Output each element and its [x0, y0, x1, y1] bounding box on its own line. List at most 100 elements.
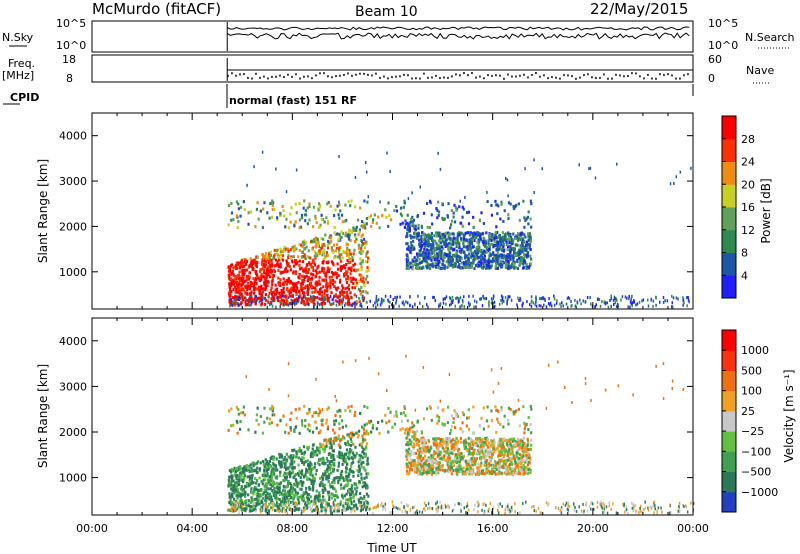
ground-scatter-cell — [312, 296, 314, 300]
range-gate-cell — [515, 451, 518, 455]
range-gate-cell — [301, 250, 304, 254]
range-gate-cell — [413, 459, 416, 463]
range-gate-cell — [337, 267, 340, 271]
range-gate-cell — [499, 259, 502, 263]
range-gate-cell — [253, 261, 256, 265]
range-gate-cell — [509, 254, 512, 258]
range-gate-cell — [228, 287, 232, 291]
nave-point — [335, 75, 337, 78]
range-gate-cell — [338, 232, 341, 236]
range-gate-cell — [242, 268, 245, 272]
nave-point — [483, 77, 485, 80]
ground-scatter-cell — [417, 294, 419, 298]
range-gate-cell — [268, 257, 271, 261]
ground-scatter-cell — [375, 297, 377, 301]
range-gate-cell — [297, 450, 300, 454]
range-gate-cell — [337, 286, 340, 290]
range-gate-cell — [279, 278, 282, 282]
range-gate-cell — [229, 297, 233, 301]
range-gate-cell — [277, 295, 280, 299]
range-gate-cell — [243, 264, 246, 268]
nave-point — [263, 75, 265, 78]
ground-scatter-cell — [594, 305, 596, 309]
ground-scatter-cell — [287, 300, 289, 304]
range-gate-cell — [426, 250, 429, 254]
range-gate-cell — [485, 250, 489, 254]
range-gate-cell — [230, 290, 233, 294]
range-gate-cell — [455, 251, 458, 255]
range-gate-cell — [229, 264, 233, 268]
range-gate-cell — [500, 465, 503, 469]
ground-scatter-cell — [390, 303, 393, 307]
range-gate-cell — [342, 295, 345, 299]
range-gate-cell — [324, 233, 327, 237]
ground-scatter-cell — [615, 297, 617, 301]
range-gate-cell — [479, 457, 483, 461]
range-gate-cell — [268, 475, 272, 479]
range-gate-cell — [329, 279, 332, 283]
range-gate-cell — [420, 472, 423, 476]
ground-scatter-cell — [389, 300, 391, 304]
range-gate-cell — [337, 437, 340, 441]
range-gate-cell — [413, 232, 416, 236]
ground-scatter-cell — [461, 298, 464, 302]
range-gate-cell — [347, 283, 351, 287]
ground-scatter-cell — [687, 295, 689, 299]
range-gate-cell — [447, 259, 450, 263]
range-gate-cell — [488, 234, 491, 238]
range-gate-cell — [458, 233, 461, 237]
range-gate-cell — [516, 449, 519, 453]
range-gate-cell — [502, 253, 506, 257]
range-gate-cell — [525, 465, 528, 469]
range-gate-cell — [408, 470, 411, 474]
range-gate-cell — [366, 456, 369, 460]
range-gate-cell — [333, 480, 336, 484]
range-gate-cell — [353, 456, 356, 460]
range-gate-cell — [419, 248, 422, 252]
range-gate-cell — [316, 254, 319, 258]
nave-point — [591, 76, 593, 79]
range-gate-cell — [429, 263, 432, 267]
range-gate-cell — [231, 488, 234, 492]
ground-scatter-cell — [553, 303, 556, 307]
range-gate-cell — [266, 211, 269, 215]
range-gate-cell — [494, 265, 497, 269]
ground-scatter-cell — [627, 305, 629, 309]
ground-scatter-cell — [456, 296, 458, 300]
range-gate-cell — [310, 265, 313, 269]
range-gate-cell — [344, 441, 347, 445]
range-gate-cell — [481, 232, 484, 236]
range-gate-cell — [521, 241, 524, 245]
ground-scatter-cell — [338, 299, 341, 303]
range-gate-cell — [410, 261, 413, 265]
range-gate-cell — [411, 267, 414, 271]
range-gate-cell — [349, 239, 352, 243]
range-gate-cell — [271, 278, 274, 282]
range-gate-cell — [349, 204, 352, 208]
nave-point — [467, 74, 469, 77]
range-gate-cell — [297, 456, 301, 460]
range-gate-cell — [361, 279, 364, 283]
range-gate-cell — [239, 465, 242, 469]
range-gate-cell — [495, 242, 498, 246]
range-gate-cell — [493, 243, 496, 247]
range-gate-cell — [335, 436, 338, 440]
range-gate-cell — [500, 200, 503, 204]
range-gate-cell — [493, 254, 496, 258]
range-gate-cell — [500, 256, 503, 260]
range-gate-cell — [314, 296, 317, 300]
range-gate-cell — [285, 247, 288, 251]
range-gate-cell — [233, 466, 236, 470]
range-gate-cell — [435, 206, 438, 210]
ground-scatter-cell — [629, 305, 631, 309]
range-gate-cell — [305, 245, 308, 249]
ground-scatter-cell — [603, 300, 606, 304]
ground-scatter-cell — [628, 294, 631, 298]
range-gate-cell — [281, 254, 284, 258]
range-gate-cell — [356, 435, 359, 439]
range-gate-cell — [294, 284, 297, 288]
range-gate-cell — [287, 254, 290, 258]
nave-point — [671, 74, 673, 77]
range-gate-cell — [464, 238, 468, 242]
range-gate-cell — [337, 274, 340, 278]
